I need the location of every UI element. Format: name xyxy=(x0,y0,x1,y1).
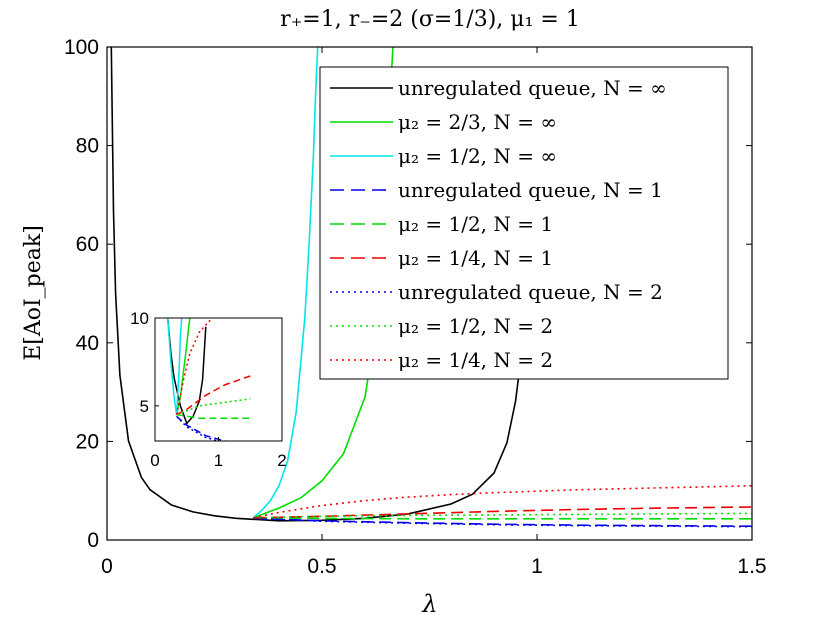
y-tick-label: 80 xyxy=(76,135,99,158)
series-line-8 xyxy=(253,512,752,519)
x-axis: 0 0.5 1 1.5 xyxy=(101,47,767,578)
inset-series-line-7 xyxy=(176,415,222,441)
legend-label: unregulated queue, N = 2 xyxy=(398,280,663,304)
series-line-6 xyxy=(253,506,752,519)
legend-label: unregulated queue, N = ∞ xyxy=(398,76,667,100)
inset-y-tick-label: 10 xyxy=(130,309,149,328)
x-tick-label: 0.5 xyxy=(307,555,336,578)
inset-series-line-5 xyxy=(176,413,251,419)
inset-y-tick-label: 5 xyxy=(140,397,149,416)
inset-series-line-4 xyxy=(176,415,231,441)
inset-series-line-1 xyxy=(166,318,207,425)
legend-box xyxy=(319,66,729,380)
series-line-5 xyxy=(253,517,752,520)
y-tick-label: 40 xyxy=(76,332,99,355)
legend-label: unregulated queue, N = 1 xyxy=(398,178,663,202)
legend-label: μ₂ = 1/2, N = 2 xyxy=(398,314,553,338)
legend-label: μ₂ = 2/3, N = ∞ xyxy=(398,110,557,134)
inset-x-tick-label: 1 xyxy=(214,451,223,470)
inset-series-line-2 xyxy=(175,318,191,415)
series-line-3 xyxy=(252,47,319,519)
legend: unregulated queue, N = ∞ μ₂ = 2/3, N = ∞ μ… xyxy=(319,66,729,380)
legend-label: μ₂ = 1/4, N = 2 xyxy=(398,348,553,372)
legend-label: μ₂ = 1/4, N = 1 xyxy=(398,246,553,270)
inset-x-tick-label: 2 xyxy=(277,451,286,470)
inset-background xyxy=(155,318,282,441)
y-tick-label: 100 xyxy=(64,36,99,59)
y-tick-label: 60 xyxy=(76,233,99,256)
series-line-9 xyxy=(253,485,752,519)
x-tick-label: 0 xyxy=(101,555,113,578)
inset-series-line-6 xyxy=(176,375,251,416)
legend-label: μ₂ = 1/2, N = 1 xyxy=(398,212,553,236)
x-tick-label: 1.5 xyxy=(737,555,766,578)
x-axis-label: λ xyxy=(421,590,437,618)
plot-area-frame xyxy=(106,46,753,541)
y-tick-label: 20 xyxy=(76,430,99,453)
main-series-group xyxy=(110,47,752,528)
series-line-7 xyxy=(253,517,752,528)
inset-x-tick-label: 0 xyxy=(150,451,159,470)
chart-title: r₊=1, r₋=2 (σ=1/3), μ₁ = 1 xyxy=(280,7,580,32)
y-axis-label: E[AoI_peak] xyxy=(21,225,46,361)
x-tick-label: 1 xyxy=(531,555,543,578)
inset-x-axis: 0 1 2 xyxy=(150,437,287,470)
inset-chart: 0 1 2 5 10 xyxy=(130,309,287,470)
y-tick-label: 0 xyxy=(87,529,99,552)
legend-label: μ₂ = 1/2, N = ∞ xyxy=(398,144,557,168)
inset-series-group xyxy=(166,318,251,441)
inset-y-axis: 5 10 xyxy=(130,309,159,416)
